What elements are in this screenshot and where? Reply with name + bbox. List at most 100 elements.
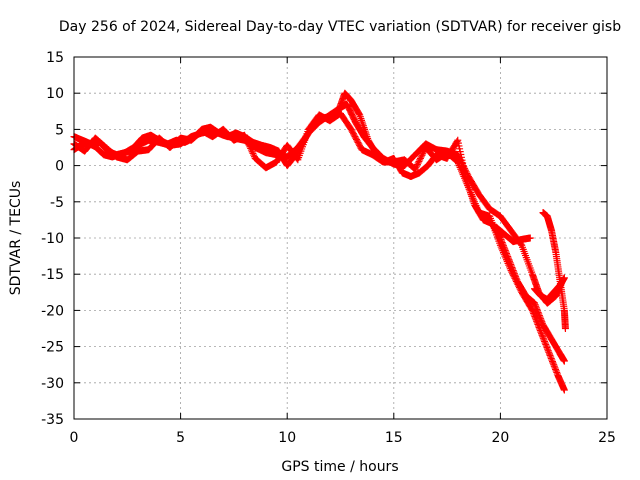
data-point-marker: [247, 146, 255, 154]
data-point-marker: [550, 361, 558, 369]
y-tick-label: -25: [41, 340, 64, 356]
data-point-marker: [531, 313, 539, 321]
data-point-marker: [245, 141, 253, 149]
x-tick-label: 10: [278, 430, 296, 446]
x-tick-label: 25: [598, 430, 616, 446]
data-point-marker: [515, 282, 523, 290]
data-point-marker: [532, 316, 540, 324]
data-point-marker: [551, 364, 559, 372]
data-point-marker: [526, 234, 534, 242]
chart-title: Day 256 of 2024, Sidereal Day-to-day VTE…: [59, 19, 621, 35]
data-point-marker: [549, 359, 557, 367]
data-point-marker: [241, 131, 249, 139]
x-axis-label: GPS time / hours: [281, 459, 398, 475]
data-point-marker: [415, 157, 423, 165]
data-point-marker: [541, 337, 549, 345]
data-point-marker: [531, 299, 539, 307]
data-point-marker: [414, 159, 422, 167]
y-tick-label: -5: [50, 195, 64, 211]
data-point-marker: [547, 353, 555, 361]
data-point-marker: [544, 347, 552, 355]
data-point-marker: [535, 323, 543, 331]
y-tick-label: 5: [55, 122, 64, 138]
data-point-marker: [542, 342, 550, 350]
data-point-marker: [560, 386, 568, 394]
x-tick-label: 15: [385, 430, 403, 446]
data-point-marker: [247, 144, 255, 152]
data-point-marker: [530, 310, 538, 318]
data-point-marker: [511, 274, 519, 282]
data-point-marker: [548, 356, 556, 364]
data-point-marker: [512, 277, 520, 285]
data-point-marker: [419, 150, 427, 158]
data-point-marker: [516, 285, 524, 293]
data-point-marker: [507, 267, 515, 275]
data-point-marker: [534, 322, 542, 330]
data-point-marker: [546, 351, 554, 359]
data-point-marker: [541, 339, 549, 347]
data-point-marker: [543, 344, 551, 352]
data-point-marker: [539, 334, 547, 342]
grid-lines: [74, 57, 607, 419]
data-point-marker: [510, 273, 518, 281]
data-point-marker: [246, 143, 254, 151]
y-tick-label: 15: [46, 50, 64, 66]
data-point-marker: [413, 161, 421, 169]
data-point-marker: [544, 345, 552, 353]
data-point-marker: [513, 279, 521, 287]
plot-frame: [73, 56, 608, 420]
x-tick-label: 5: [176, 430, 185, 446]
data-point-marker: [533, 317, 541, 325]
data-point-marker: [515, 284, 523, 292]
data-point-marker: [545, 350, 553, 358]
y-tick-label: -15: [41, 267, 64, 283]
y-tick-label: -10: [41, 231, 64, 247]
data-point-marker: [453, 138, 461, 146]
x-tick-label: 0: [70, 430, 79, 446]
data-point-marker: [552, 365, 560, 373]
data-point-marker: [528, 306, 536, 314]
data-point-marker: [542, 341, 550, 349]
data-point-marker: [243, 136, 251, 144]
data-point-marker: [534, 320, 542, 328]
data-point-marker: [538, 331, 546, 339]
data-points: [70, 89, 569, 394]
data-point-marker: [536, 327, 544, 335]
data-point-marker: [508, 268, 516, 276]
data-point-marker: [417, 153, 425, 161]
data-point-marker: [561, 325, 569, 332]
data-point-marker: [552, 367, 560, 375]
y-tick-label: -30: [41, 376, 64, 392]
y-axis-label: SDTVAR / TECUs: [8, 181, 24, 296]
data-point-marker: [531, 314, 539, 322]
data-point-marker: [514, 281, 522, 289]
data-point-marker: [553, 368, 561, 376]
data-point-marker: [540, 336, 548, 344]
y-tick-label: 10: [46, 86, 64, 102]
data-point-marker: [241, 133, 249, 141]
x-tick-label: 20: [491, 430, 509, 446]
data-point-marker: [249, 149, 257, 157]
data-point-marker: [248, 148, 256, 156]
data-point-marker: [250, 151, 258, 159]
data-point-marker: [413, 162, 421, 170]
y-tick-label: -35: [41, 412, 64, 428]
axis-ticks: 0 5 10 15 20 25 15 10 5 0 -5 -10 -15 -20 -25 -30 -35: [41, 50, 616, 446]
data-point-marker: [411, 165, 419, 173]
data-point-marker: [509, 271, 517, 279]
data-point-marker: [416, 154, 424, 162]
y-tick-label: 0: [55, 159, 64, 175]
data-point-marker: [244, 139, 252, 147]
data-point-marker: [536, 325, 544, 333]
data-point-marker: [533, 319, 541, 327]
data-point-marker: [244, 138, 252, 146]
data-point-marker: [509, 270, 517, 278]
data-point-marker: [548, 358, 556, 366]
data-point-marker: [412, 164, 420, 172]
data-point-marker: [530, 311, 538, 319]
data-point-marker: [560, 357, 568, 365]
y-tick-label: -20: [41, 303, 64, 319]
data-point-marker: [545, 348, 553, 356]
data-point-marker: [416, 156, 424, 164]
